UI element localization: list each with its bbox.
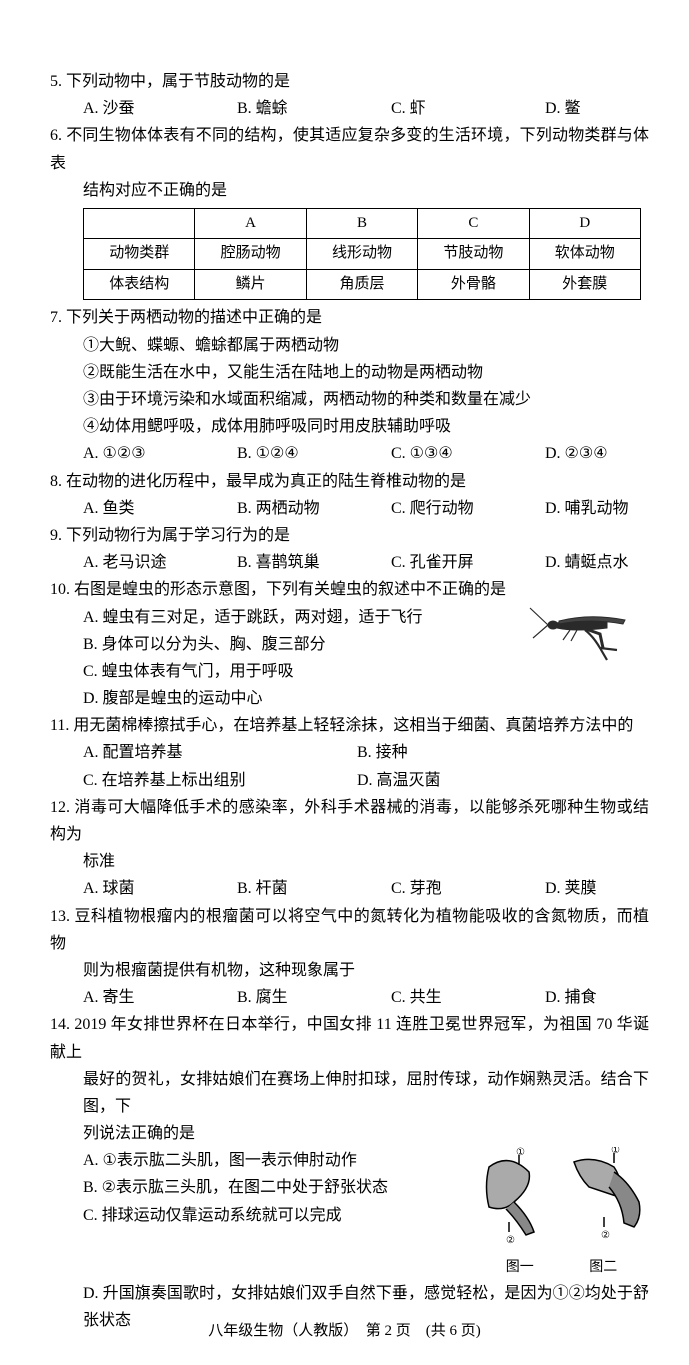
q9-opt-b: B. 喜鹊筑巢: [237, 549, 387, 576]
q13-opt-a: A. 寄生: [83, 984, 233, 1011]
q7-opt-c: C. ①③④: [391, 440, 541, 467]
q8-opt-a: A. 鱼类: [83, 495, 233, 522]
table-cell: 外套膜: [529, 269, 640, 300]
q7-text: 下列关于两栖动物的描述中正确的是: [66, 309, 322, 326]
page-footer: 八年级生物（人教版） 第 2 页 (共 6 页): [0, 1319, 689, 1345]
arm-diagram-icon: ① ② ① ② 图一 图二: [474, 1147, 649, 1280]
svg-text:②: ②: [506, 1235, 515, 1246]
table-cell: 节肢动物: [418, 239, 529, 270]
q5-opt-c: C. 虾: [391, 95, 541, 122]
table-cell: 鳞片: [195, 269, 306, 300]
question-13: 13. 豆科植物根瘤内的根瘤菌可以将空气中的氮转化为植物能吸收的含氮物质，而植物…: [50, 903, 649, 1012]
q9-opt-c: C. 孔雀开屏: [391, 549, 541, 576]
svg-text:②: ②: [601, 1230, 610, 1241]
q12-opt-d: D. 荚膜: [545, 875, 597, 902]
question-11: 11. 用无菌棉棒擦拭手心，在培养基上轻轻涂抹，这相当于细菌、真菌培养方法中的 …: [50, 712, 649, 794]
q5-text: 下列动物中，属于节肢动物的是: [66, 73, 290, 90]
q11-opt-a: A. 配置培养基: [83, 739, 353, 766]
table-cell: D: [529, 208, 640, 239]
table-cell: C: [418, 208, 529, 239]
q5-opt-a: A. 沙蚕: [83, 95, 233, 122]
q13-text: 豆科植物根瘤内的根瘤菌可以将空气中的氮转化为植物能吸收的含氮物质，而植物: [50, 908, 649, 952]
q12-text: 消毒可大幅降低手术的感染率，外科手术器械的消毒，以能够杀死哪种生物或结构为: [50, 799, 649, 843]
question-12: 12. 消毒可大幅降低手术的感染率，外科手术器械的消毒，以能够杀死哪种生物或结构…: [50, 794, 649, 903]
q9-text: 下列动物行为属于学习行为的是: [66, 527, 290, 544]
q12-opt-a: A. 球菌: [83, 875, 233, 902]
q8-num: 8.: [50, 473, 62, 490]
table-cell: 角质层: [306, 269, 417, 300]
q13-text2: 则为根瘤菌提供有机物，这种现象属于: [83, 962, 355, 979]
q11-text: 用无菌棉棒擦拭手心，在培养基上轻轻涂抹，这相当于细菌、真菌培养方法中的: [73, 717, 633, 734]
table-cell: B: [306, 208, 417, 239]
q7-s2: ②既能生活在水中，又能生活在陆地上的动物是两栖动物: [50, 359, 649, 386]
q9-opt-a: A. 老马识途: [83, 549, 233, 576]
q12-opt-b: B. 杆菌: [237, 875, 387, 902]
q7-s1: ①大鲵、蝶螈、蟾蜍都属于两栖动物: [50, 332, 649, 359]
question-6: 6. 不同生物体体表有不同的结构，使其适应复杂多变的生活环境，下列动物类群与体表…: [50, 122, 649, 300]
table-cell: [84, 208, 195, 239]
q9-opt-d: D. 蜻蜓点水: [545, 549, 629, 576]
q5-opt-d: D. 鳖: [545, 95, 581, 122]
q11-opt-b: B. 接种: [357, 739, 408, 766]
q8-opt-b: B. 两栖动物: [237, 495, 387, 522]
q6-table: A B C D 动物类群 腔肠动物 线形动物 节肢动物 软体动物 体表结构 鳞片…: [83, 208, 641, 301]
q6-text2: 结构对应不正确的是: [83, 182, 227, 199]
q5-opt-b: B. 蟾蜍: [237, 95, 387, 122]
table-cell: 动物类群: [84, 239, 195, 270]
q12-text2: 标准: [83, 853, 115, 870]
q13-num: 13.: [50, 908, 70, 925]
question-7: 7. 下列关于两栖动物的描述中正确的是 ①大鲵、蝶螈、蟾蜍都属于两栖动物 ②既能…: [50, 304, 649, 467]
q7-s3: ③由于环境污染和水域面积缩减，两栖动物的种类和数量在减少: [50, 386, 649, 413]
q14-text3: 列说法正确的是: [83, 1125, 195, 1142]
q8-text: 在动物的进化历程中，最早成为真正的陆生脊椎动物的是: [66, 473, 466, 490]
q10-num: 10.: [50, 581, 70, 598]
q6-text: 不同生物体体表有不同的结构，使其适应复杂多变的生活环境，下列动物类群与体表: [50, 127, 649, 171]
table-cell: 线形动物: [306, 239, 417, 270]
q10-opt-d: D. 腹部是蝗虫的运动中心: [50, 685, 649, 712]
svg-text:①: ①: [516, 1147, 525, 1158]
q7-opt-a: A. ①②③: [83, 440, 233, 467]
q11-opt-c: C. 在培养基上标出组别: [83, 767, 353, 794]
table-cell: 体表结构: [84, 269, 195, 300]
q11-num: 11.: [50, 717, 69, 734]
table-cell: 外骨骼: [418, 269, 529, 300]
question-5: 5. 下列动物中，属于节肢动物的是 A. 沙蚕 B. 蟾蜍 C. 虾 D. 鳖: [50, 68, 649, 122]
svg-text:①: ①: [611, 1147, 620, 1156]
q14-fig1-label: 图一: [480, 1256, 560, 1280]
locust-icon: [515, 578, 645, 663]
q8-opt-d: D. 哺乳动物: [545, 495, 629, 522]
table-cell: A: [195, 208, 306, 239]
q14-fig2-label: 图二: [563, 1256, 643, 1280]
q13-opt-c: C. 共生: [391, 984, 541, 1011]
q10-text: 右图是蝗虫的形态示意图，下列有关蝗虫的叙述中不正确的是: [74, 581, 506, 598]
q7-opt-d: D. ②③④: [545, 440, 608, 467]
question-8: 8. 在动物的进化历程中，最早成为真正的陆生脊椎动物的是 A. 鱼类 B. 两栖…: [50, 468, 649, 522]
q13-opt-d: D. 捕食: [545, 984, 597, 1011]
q14-text: 2019 年女排世界杯在日本举行，中国女排 11 连胜卫冕世界冠军，为祖国 70…: [50, 1016, 649, 1060]
q14-num: 14.: [50, 1016, 70, 1033]
q5-num: 5.: [50, 73, 62, 90]
q7-opt-b: B. ①②④: [237, 440, 387, 467]
table-cell: 软体动物: [529, 239, 640, 270]
q7-s4: ④幼体用鳃呼吸，成体用肺呼吸同时用皮肤辅助呼吸: [50, 413, 649, 440]
q12-num: 12.: [50, 799, 70, 816]
q14-text2: 最好的贺礼，女排姑娘们在赛场上伸肘扣球，屈肘传球，动作娴熟灵活。结合下图，下: [83, 1071, 649, 1115]
q6-num: 6.: [50, 127, 62, 144]
question-10: 10. 右图是蝗虫的形态示意图，下列有关蝗虫的叙述中不正确的是 A. 蝗虫有三对…: [50, 576, 649, 712]
q12-opt-c: C. 芽孢: [391, 875, 541, 902]
q7-num: 7.: [50, 309, 62, 326]
q8-opt-c: C. 爬行动物: [391, 495, 541, 522]
q11-opt-d: D. 高温灭菌: [357, 767, 441, 794]
q13-opt-b: B. 腐生: [237, 984, 387, 1011]
table-cell: 腔肠动物: [195, 239, 306, 270]
question-9: 9. 下列动物行为属于学习行为的是 A. 老马识途 B. 喜鹊筑巢 C. 孔雀开…: [50, 522, 649, 576]
question-14: 14. 2019 年女排世界杯在日本举行，中国女排 11 连胜卫冕世界冠军，为祖…: [50, 1011, 649, 1334]
q9-num: 9.: [50, 527, 62, 544]
